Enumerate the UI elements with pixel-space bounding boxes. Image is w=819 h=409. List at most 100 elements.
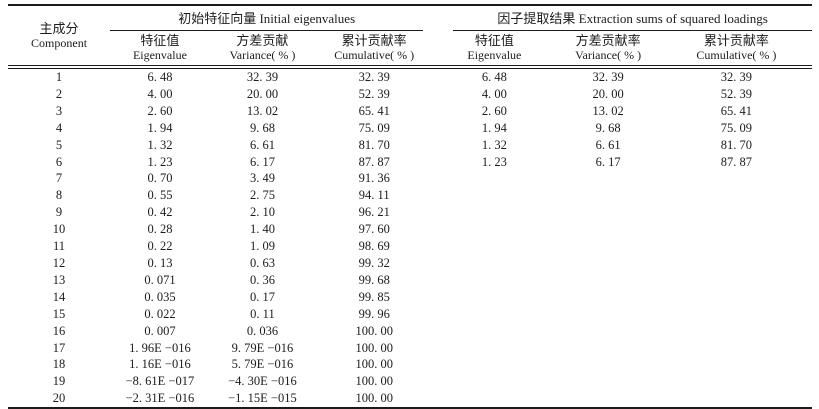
cell-value xyxy=(661,204,812,221)
cell-component: 8 xyxy=(55,188,63,203)
cell-value: 94. 11 xyxy=(358,188,390,203)
cell-value: 1. 40 xyxy=(249,222,275,237)
cell-value xyxy=(661,170,812,187)
table-row: 10 0. 28 1. 40 97. 60 xyxy=(8,221,812,238)
cell-value xyxy=(433,373,555,390)
cell-value xyxy=(661,356,812,373)
cell-component: 20 xyxy=(8,390,111,409)
cell-value: 0. 63 xyxy=(249,255,275,270)
table-row: 7 0. 70 3. 49 91. 36 xyxy=(8,170,812,187)
cell-component: 4 xyxy=(55,120,63,135)
table-row: 18 1. 16E −016 5. 79E −016 100. 00 xyxy=(8,356,812,373)
cell-value xyxy=(433,323,555,340)
cell-value: 0. 55 xyxy=(147,188,173,203)
table-row: 20 −2. 31E −016 −1. 15E −015 100. 00 xyxy=(8,390,812,409)
cell-value: 75. 09 xyxy=(358,120,390,135)
cell-value: 0. 007 xyxy=(144,323,176,338)
cell-value xyxy=(555,390,661,409)
cell-value xyxy=(660,390,812,409)
cell-value xyxy=(661,323,812,340)
cell-component: 6 xyxy=(55,154,63,169)
cell-value: 4. 00 xyxy=(147,86,173,101)
cell-value: 1. 94 xyxy=(481,120,507,135)
table-row: 11 0. 22 1. 09 98. 69 xyxy=(8,238,812,255)
header-en: Cumulative( % ) xyxy=(696,48,777,62)
column-header-variance-extraction: 方差贡献率 Variance( % ) xyxy=(555,31,661,69)
cell-value xyxy=(661,340,812,357)
cell-value: 97. 60 xyxy=(358,222,390,237)
cell-value xyxy=(661,187,812,204)
column-header-cumulative-extraction: 累计贡献率 Cumulative( % ) xyxy=(660,31,812,69)
header-en: Eigenvalue xyxy=(132,48,187,62)
cell-value xyxy=(433,272,555,289)
cell-value xyxy=(661,289,812,306)
cell-component: 17 xyxy=(52,340,66,355)
cell-value: 0. 11 xyxy=(250,306,275,321)
cell-value: 100. 00 xyxy=(355,340,393,355)
cell-value xyxy=(433,170,555,187)
cell-value: 65. 41 xyxy=(720,103,753,118)
cell-value: 6. 61 xyxy=(595,137,621,152)
cell-value: 32. 39 xyxy=(720,70,753,84)
header-zh: 特征值 xyxy=(474,33,514,48)
cell-value: 0. 28 xyxy=(147,222,173,237)
cell-value: 99. 96 xyxy=(358,306,390,321)
cell-value: 3. 49 xyxy=(249,171,275,186)
cell-value xyxy=(433,204,555,221)
cell-value: 20. 00 xyxy=(246,86,279,101)
cell-value: 100. 00 xyxy=(315,390,434,409)
cell-value xyxy=(433,289,555,306)
header-en: Component xyxy=(31,36,88,50)
cell-value: 87. 87 xyxy=(720,154,753,169)
pca-eigenvalues-table: 主成分 Component 初始特征向量 Initial eigenvalues… xyxy=(8,4,812,409)
cell-value: 0. 17 xyxy=(249,289,275,304)
cell-value xyxy=(433,221,555,238)
cell-value: 2. 60 xyxy=(481,103,507,118)
cell-component: 16 xyxy=(52,323,66,338)
cell-value: 1. 09 xyxy=(249,239,275,254)
cell-value xyxy=(555,306,660,323)
cell-value xyxy=(661,272,812,289)
cell-value: 1. 23 xyxy=(147,154,173,169)
table-row: 8 0. 55 2. 75 94. 11 xyxy=(8,187,812,204)
cell-value: 0. 42 xyxy=(147,205,173,220)
cell-value: 99. 32 xyxy=(358,255,390,270)
header-en: Variance( % ) xyxy=(575,48,642,62)
column-header-variance-initial: 方差贡献 Variance( % ) xyxy=(209,31,316,69)
cell-value: 81. 70 xyxy=(720,137,753,152)
group-title: 初始特征向量 Initial eigenvalues xyxy=(110,6,424,31)
cell-value xyxy=(555,272,660,289)
table-row: 9 0. 42 2. 10 96. 21 xyxy=(8,204,812,221)
cell-value xyxy=(555,204,660,221)
cell-value xyxy=(433,255,555,272)
cell-component: 5 xyxy=(55,137,63,152)
cell-value xyxy=(555,340,660,357)
cell-value: 98. 69 xyxy=(358,239,390,254)
table-row: 13 0. 071 0. 36 99. 68 xyxy=(8,272,812,289)
column-header-eigenvalue-extraction: 特征值 Eigenvalue xyxy=(433,31,556,69)
cell-value: 96. 21 xyxy=(358,205,390,220)
cell-value: 13. 02 xyxy=(592,103,624,118)
cell-value: 32. 39 xyxy=(358,70,390,84)
table-row: 12 0. 13 0. 63 99. 32 xyxy=(8,255,812,272)
cell-component: 18 xyxy=(52,357,66,372)
cell-value: 9. 68 xyxy=(249,120,275,135)
cell-value: 91. 36 xyxy=(358,171,390,186)
cell-value: 100. 00 xyxy=(355,357,393,372)
cell-value xyxy=(555,323,660,340)
table-row: 3 2. 60 13. 02 65. 41 2. 60 13. 02 65. 41 xyxy=(8,103,812,120)
table-row: 1 6. 48 32. 39 32. 39 6. 48 32. 39 32. 39 xyxy=(8,67,812,86)
cell-value: 99. 85 xyxy=(358,289,390,304)
cell-value: 1. 32 xyxy=(147,137,173,152)
cell-value: −1. 15E −015 xyxy=(209,390,316,409)
cell-value xyxy=(433,238,555,255)
cell-value: 32. 39 xyxy=(246,70,279,84)
cell-value xyxy=(433,390,556,409)
header-zh: 累计贡献率 xyxy=(703,33,769,48)
cell-value: 1. 32 xyxy=(481,137,507,152)
cell-value xyxy=(555,187,660,204)
cell-component: 3 xyxy=(55,103,63,118)
cell-component: 11 xyxy=(53,239,66,254)
header-zh: 主成分 xyxy=(39,21,79,36)
column-header-component: 主成分 Component xyxy=(8,5,111,69)
